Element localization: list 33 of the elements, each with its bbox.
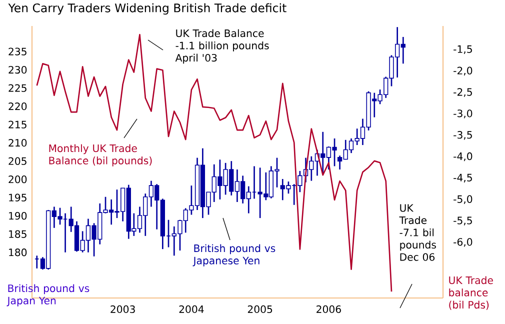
x-tick-label: 2006 bbox=[316, 305, 341, 314]
y-tick-label: 225 bbox=[8, 84, 26, 92]
annotation: UK Trade -7.1 bil pounds Dec 06 bbox=[399, 204, 436, 261]
y2-tick-label: -2,0 bbox=[454, 66, 472, 76]
y2-tick-label: -3,5 bbox=[454, 131, 472, 140]
y-tick-label: 230 bbox=[8, 66, 27, 74]
y2-tick-label: -3,0 bbox=[454, 110, 472, 118]
y2-tick-label: -4,0 bbox=[454, 152, 472, 162]
y2-tick-label: -1,5 bbox=[454, 45, 472, 54]
y-tick-label: 195 bbox=[9, 194, 26, 202]
y-tick-label: 220 bbox=[8, 102, 27, 110]
y-tick-label: 185 bbox=[9, 230, 26, 238]
y-tick-label: 200 bbox=[8, 176, 27, 184]
x-tick-label: 2004 bbox=[179, 305, 204, 314]
y2-tick-label: -2,5 bbox=[454, 88, 472, 97]
y2-tick-label: -5,5 bbox=[454, 216, 472, 226]
y-axis-title: British pound vs Japan Yen bbox=[6, 284, 90, 306]
y2-axis-title: UK Trade balance (bil Pds) bbox=[449, 276, 493, 310]
series-label: British pound vs Japanese Yen bbox=[192, 244, 276, 266]
y2-tick-label: -4,5 bbox=[454, 174, 472, 182]
y-tick-label: 190 bbox=[9, 212, 27, 220]
y-tick-label: 235 bbox=[8, 48, 26, 56]
x-tick-label: 2005 bbox=[248, 305, 272, 314]
x-tick-label: 2003 bbox=[110, 305, 135, 314]
y-tick-label: 215 bbox=[8, 120, 26, 128]
y2-tick-label: -5,0 bbox=[454, 195, 472, 204]
chart-title: Yen Carry Traders Widening British Trade deficit bbox=[8, 3, 286, 15]
y-tick-label: 205 bbox=[8, 157, 26, 165]
y-tick-label: 210 bbox=[8, 138, 27, 147]
annotation: UK Trade Balance -1.1 billion pounds April '03 bbox=[175, 29, 269, 64]
y2-tick-label: -6,0 bbox=[454, 238, 472, 247]
series-label: Monthly UK Trade Balance (bil pounds) bbox=[49, 144, 152, 166]
y-tick-label: 180 bbox=[9, 248, 27, 256]
